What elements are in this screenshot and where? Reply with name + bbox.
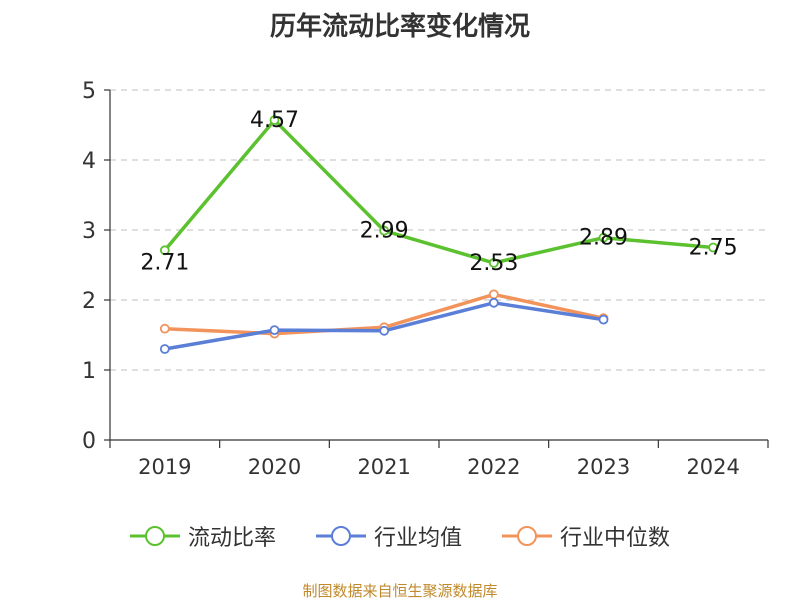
- data-label: 2.75: [689, 236, 738, 261]
- legend-swatch-industry-mean: [315, 526, 366, 546]
- legend-item-industry-median[interactable]: 行业中位数: [502, 520, 670, 552]
- legend-label-current-ratio: 流动比率: [187, 526, 276, 551]
- data-point: [598, 232, 609, 243]
- x-tick-label: 2021: [357, 455, 410, 479]
- source-note: 制图数据来自恒生聚源数据库: [302, 582, 498, 600]
- x-tick-label: 2023: [577, 455, 630, 479]
- legend-swatch-industry-median: [502, 526, 552, 546]
- data-point: [379, 225, 390, 236]
- data-point: [708, 242, 719, 253]
- legend-item-current-ratio[interactable]: 流动比率: [129, 520, 276, 552]
- y-tick-label: 3: [82, 219, 96, 244]
- data-point: [488, 289, 499, 300]
- legend-item-industry-mean[interactable]: 行业均值: [315, 520, 462, 552]
- x-tick-label: 2022: [467, 455, 520, 479]
- data-point: [269, 325, 280, 336]
- y-tick-label: 2: [82, 289, 96, 314]
- x-tick-label: 2024: [686, 455, 739, 479]
- y-tick-label: 5: [82, 79, 96, 104]
- data-label: 2.71: [140, 250, 189, 275]
- data-point: [159, 323, 170, 334]
- data-label: 2.53: [469, 251, 518, 276]
- x-tick-label: 2019: [138, 455, 191, 479]
- data-point: [159, 344, 170, 354]
- data-point: [159, 245, 170, 256]
- data-point: [488, 297, 499, 308]
- data-point: [488, 257, 499, 268]
- y-tick-label: 4: [82, 149, 96, 174]
- chart-title: 历年流动比率变化情况: [269, 12, 530, 42]
- data-label: 2.89: [579, 226, 628, 251]
- legend-label-industry-mean: 行业均值: [373, 526, 462, 551]
- legend-label-industry-median: 行业中位数: [560, 526, 671, 551]
- data-point: [598, 314, 609, 325]
- legend-swatch-current-ratio: [129, 526, 180, 546]
- data-label: 4.57: [250, 108, 299, 133]
- y-tick-label: 1: [82, 359, 96, 384]
- legend: 流动比率 行业均值 行业中位数: [0, 520, 800, 552]
- data-point: [269, 115, 280, 125]
- data-point: [379, 325, 390, 336]
- series-line: [163, 118, 714, 265]
- data-label: 2.99: [360, 219, 409, 244]
- y-tick-label: 0: [82, 429, 96, 454]
- x-tick-label: 2020: [248, 455, 301, 479]
